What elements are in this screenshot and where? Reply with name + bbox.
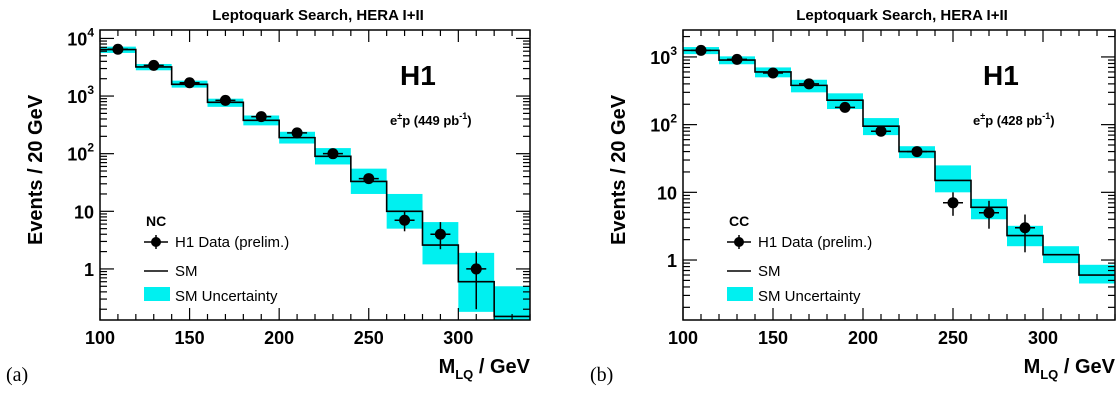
experiment-label: H1 bbox=[400, 60, 436, 91]
plot-group: 100 150 200 250 300 1 10 102 103 Leptoquark Searc… bbox=[608, 7, 1116, 382]
data-point bbox=[434, 228, 446, 240]
x-tick-label: 250 bbox=[354, 328, 384, 348]
sm-uncertainty-band bbox=[1079, 264, 1115, 284]
sm-step-line bbox=[100, 48, 530, 318]
x-tick-label: 300 bbox=[1028, 328, 1058, 348]
luminosity-label: e±p (428 pb-1) bbox=[973, 111, 1055, 128]
plot-area bbox=[100, 43, 530, 320]
y-tick-label: 10 bbox=[657, 183, 677, 203]
panel-label-b: (b) bbox=[590, 364, 614, 386]
y-tick-label: 103 bbox=[67, 83, 94, 107]
x-axis-label: MLQ / GeV bbox=[439, 356, 531, 382]
x-tick-label: 300 bbox=[443, 328, 473, 348]
data-point bbox=[363, 173, 375, 185]
legend-header: CC bbox=[729, 213, 749, 229]
data-point bbox=[875, 125, 887, 137]
y-axis-label: Events / 20 GeV bbox=[25, 94, 47, 245]
legend-data-label: H1 Data (prelim.) bbox=[758, 234, 872, 251]
data-point bbox=[695, 44, 707, 56]
legend-sm-label: SM bbox=[758, 263, 781, 280]
experiment-label: H1 bbox=[983, 60, 1019, 91]
y-tick-label: 103 bbox=[650, 44, 677, 68]
x-tick-label: 200 bbox=[264, 328, 294, 348]
data-point bbox=[839, 101, 851, 113]
x-tick-label: 250 bbox=[938, 328, 968, 348]
chart-title: Leptoquark Search, HERA I+II bbox=[796, 7, 1008, 24]
legend-sm-label: SM bbox=[175, 263, 198, 280]
data-point bbox=[470, 263, 482, 275]
x-tick-label: 100 bbox=[85, 328, 115, 348]
x-tick-label: 100 bbox=[668, 328, 698, 348]
chart-title: Leptoquark Search, HERA I+II bbox=[212, 7, 424, 24]
x-tick-label: 200 bbox=[848, 328, 878, 348]
data-point bbox=[219, 94, 231, 106]
data-point bbox=[255, 111, 267, 123]
data-point bbox=[327, 148, 339, 160]
y-tick-label: 1 bbox=[84, 260, 94, 280]
y-tick-label: 1 bbox=[667, 251, 677, 271]
legend-unc-label: SM Uncertainty bbox=[175, 288, 278, 305]
sm-uncertainty-band bbox=[935, 165, 971, 193]
data-point bbox=[1019, 222, 1031, 234]
data-point bbox=[911, 146, 923, 158]
data-point bbox=[803, 78, 815, 90]
legend-data-marker bbox=[734, 237, 744, 247]
sm-uncertainty-band bbox=[827, 93, 863, 110]
x-tick-label: 150 bbox=[175, 328, 205, 348]
legend-data-label: H1 Data (prelim.) bbox=[175, 234, 289, 251]
legend-header: NC bbox=[146, 213, 166, 229]
legend-unc-label: SM Uncertainty bbox=[758, 288, 861, 305]
x-axis-label: MLQ / GeV bbox=[1024, 356, 1116, 382]
luminosity-label: e±p (449 pb-1) bbox=[390, 111, 472, 128]
data-point bbox=[767, 67, 779, 79]
legend-unc-swatch bbox=[144, 287, 170, 301]
y-axis-label: Events / 20 GeV bbox=[608, 94, 630, 245]
y-tick-label: 102 bbox=[650, 112, 677, 136]
y-tick-label: 104 bbox=[67, 25, 94, 49]
panel-label-a: (a) bbox=[6, 364, 29, 386]
data-point bbox=[112, 43, 124, 55]
plot-frame bbox=[682, 29, 1116, 321]
y-tick-label: 102 bbox=[67, 141, 94, 165]
plot-group: 100 150 200 250 300 1 10 102 103 104 Leptoquark Se… bbox=[25, 7, 531, 382]
data-point bbox=[184, 77, 196, 89]
x-tick-label: 150 bbox=[758, 328, 788, 348]
data-point bbox=[399, 214, 411, 226]
y-tick-label: 10 bbox=[74, 202, 94, 222]
plot-area bbox=[683, 44, 1115, 284]
sm-step-line bbox=[683, 49, 1115, 276]
data-point bbox=[947, 197, 959, 209]
data-point bbox=[291, 127, 303, 139]
data-point bbox=[148, 59, 160, 71]
legend-unc-swatch bbox=[727, 287, 753, 301]
legend-data-marker bbox=[151, 237, 161, 247]
data-point bbox=[731, 53, 743, 65]
data-point bbox=[983, 207, 995, 219]
